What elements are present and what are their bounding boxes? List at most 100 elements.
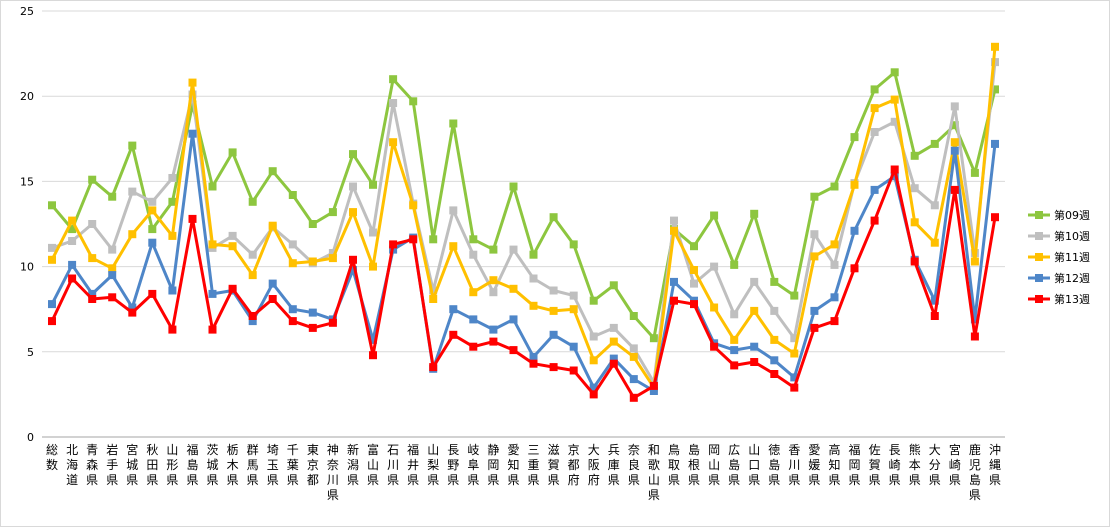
legend-label: 第09週 [1054, 208, 1090, 222]
x-tick-label: 埼玉県 [267, 443, 279, 487]
data-point [569, 240, 578, 249]
data-point [509, 182, 518, 191]
data-point [108, 245, 117, 254]
data-point [529, 359, 538, 368]
data-point [910, 257, 919, 266]
data-point [369, 262, 377, 271]
data-point [690, 242, 698, 251]
legend-item: 第10週 [1028, 229, 1090, 243]
legend-item: 第12週 [1028, 271, 1090, 285]
data-point [168, 174, 177, 182]
data-point [409, 201, 418, 210]
x-tick-label: 秋田県 [146, 443, 158, 487]
data-point [649, 381, 658, 390]
y-tick-label: 5 [27, 346, 34, 359]
legend-marker [1035, 274, 1043, 282]
x-tick-label: 徳島県 [768, 442, 780, 487]
data-point [268, 221, 277, 230]
data-point [288, 305, 297, 314]
data-point [991, 213, 999, 222]
data-point [228, 231, 237, 240]
x-tick-label: 総数 [46, 443, 58, 472]
data-point [88, 254, 97, 263]
data-point [369, 180, 377, 189]
y-tick-label: 25 [20, 5, 34, 18]
x-tick-label: 沖縄県 [989, 443, 1001, 487]
x-tick-label: 岐阜県 [467, 443, 479, 487]
data-point [950, 146, 959, 155]
legend-marker [1035, 253, 1043, 261]
data-point [208, 325, 217, 334]
data-point [429, 235, 438, 244]
data-point [228, 284, 237, 293]
data-point [910, 151, 919, 160]
data-point [790, 349, 799, 358]
data-point [228, 242, 237, 251]
data-point [710, 262, 719, 271]
data-point [991, 42, 999, 51]
data-point [48, 201, 56, 210]
data-point [48, 243, 56, 252]
data-point [710, 303, 719, 312]
data-point [469, 250, 478, 259]
data-point [609, 337, 618, 346]
x-tick-label: 宮城県 [126, 442, 138, 487]
series-line [50, 132, 997, 393]
data-point [750, 306, 759, 315]
data-point [850, 226, 859, 235]
data-point [128, 303, 137, 312]
data-point [469, 315, 478, 324]
series-1 [48, 68, 999, 343]
x-tick-label: 栃木県 [227, 443, 239, 487]
data-point [629, 352, 638, 361]
legend-label: 第13週 [1054, 292, 1090, 306]
data-point [108, 192, 117, 201]
x-tick-label: 山口県 [748, 443, 760, 487]
data-point [148, 206, 157, 215]
data-point [790, 373, 799, 382]
data-point [730, 346, 739, 355]
x-tick-label: 宮崎県 [949, 442, 961, 487]
data-point [68, 237, 77, 245]
data-point [529, 301, 538, 310]
data-point [168, 325, 177, 334]
data-point [690, 300, 698, 309]
data-point [208, 182, 217, 191]
data-point [910, 184, 919, 193]
data-point [930, 139, 939, 148]
x-tick-label: 福島県 [186, 442, 198, 487]
data-point [870, 104, 879, 113]
data-point [369, 351, 377, 360]
data-point [88, 289, 97, 298]
data-point [589, 296, 598, 305]
data-point [288, 317, 297, 326]
data-point [549, 330, 558, 339]
series-3 [48, 42, 999, 392]
data-point [449, 242, 458, 251]
data-point [790, 383, 799, 392]
data-point [810, 306, 819, 315]
data-point [950, 102, 959, 111]
data-point [429, 363, 438, 372]
data-point [328, 249, 337, 257]
data-point [569, 366, 578, 375]
data-point [208, 240, 217, 249]
data-point [890, 68, 899, 77]
data-point [670, 216, 678, 225]
series-line [50, 168, 997, 400]
x-tick-label: 和歌山県 [648, 443, 660, 502]
data-point [770, 356, 779, 365]
data-point [288, 191, 297, 199]
data-point [629, 344, 638, 353]
data-point [389, 75, 398, 84]
x-tick-label: 山形県 [166, 443, 178, 487]
y-axis: 0 5 10 15 20 25 [20, 5, 34, 444]
y-tick-label: 20 [20, 90, 34, 103]
legend-label: 第12週 [1054, 271, 1090, 285]
x-tick-label: 佐賀県 [869, 443, 881, 487]
data-point [710, 211, 719, 220]
data-point [128, 187, 137, 196]
data-point [930, 201, 939, 210]
data-point [389, 240, 398, 249]
